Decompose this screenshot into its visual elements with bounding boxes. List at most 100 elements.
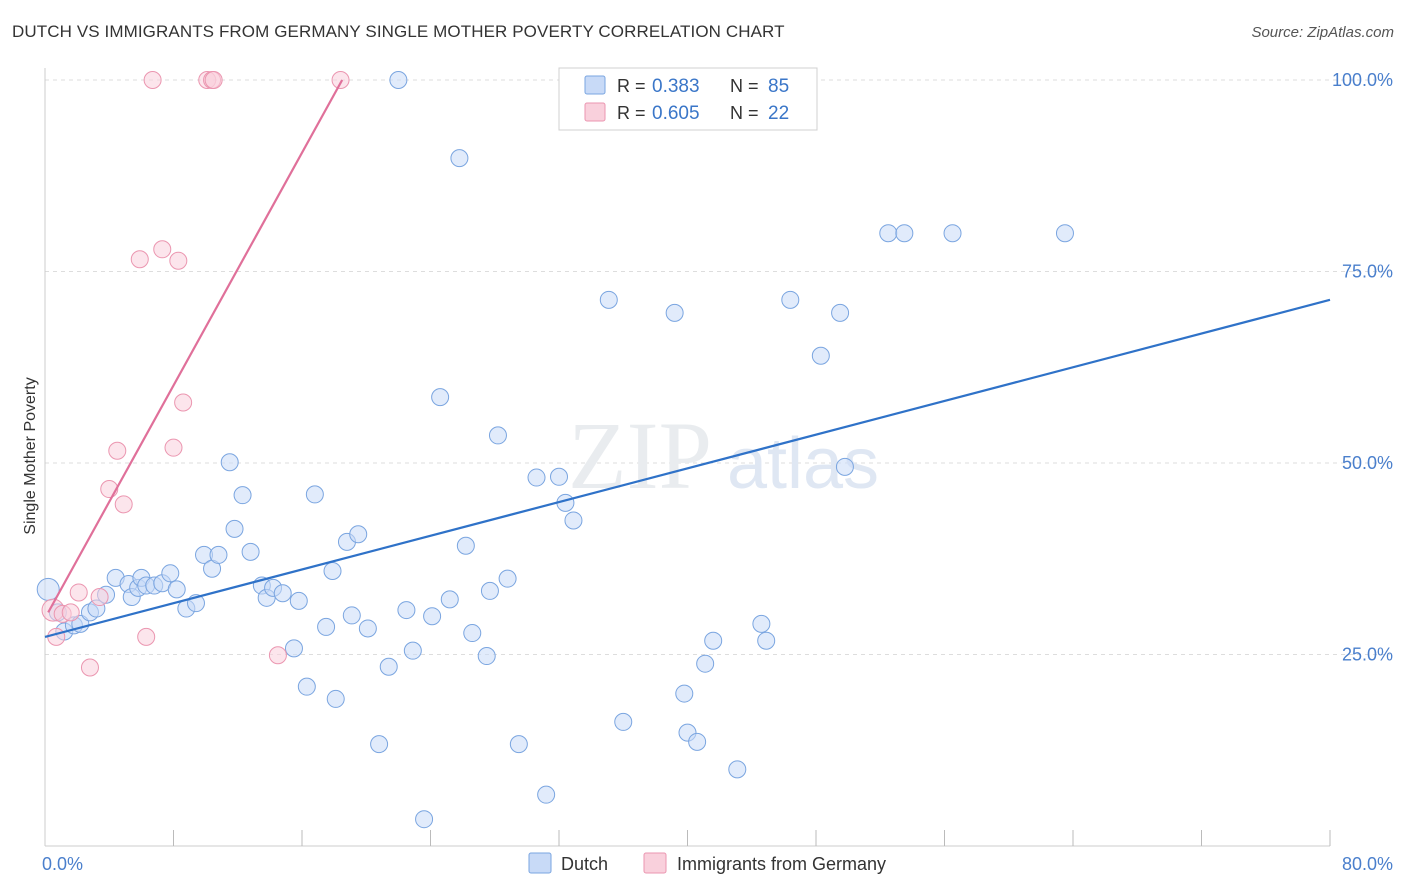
germany-point [80, 658, 99, 677]
germany-trend-line [47, 79, 344, 613]
legend-bottom-swatch-dutch [528, 852, 552, 874]
dutch-point [289, 591, 308, 610]
chart-title: DUTCH VS IMMIGRANTS FROM GERMANY SINGLE … [12, 22, 785, 41]
dutch-point [895, 224, 914, 243]
legend-bottom-label-germany: Immigrants from Germany [677, 854, 886, 874]
dutch-point [389, 71, 408, 89]
dutch-point [456, 536, 475, 555]
dutch-point [167, 580, 186, 599]
dutch-point [273, 584, 292, 603]
y-tick-label: 100.0% [1332, 70, 1393, 90]
dutch-point [665, 303, 684, 322]
x-tick-label: 0.0% [42, 854, 83, 874]
germany-point [331, 71, 350, 89]
dutch-point [440, 590, 459, 609]
dutch-point [423, 607, 442, 626]
dutch-point [450, 149, 469, 168]
grid-layer [45, 79, 1390, 655]
dutch-point [241, 542, 260, 561]
dutch-point [1055, 224, 1074, 243]
axis-layer [44, 68, 1331, 847]
dutch-point [728, 760, 747, 779]
dutch-point [879, 224, 898, 243]
germany-point [114, 495, 133, 514]
legend-top-n-label: N = [730, 76, 759, 96]
dutch-point [477, 647, 496, 666]
y-tick-label: 25.0% [1342, 645, 1393, 665]
germany-point [61, 603, 80, 622]
germany-point [174, 393, 193, 412]
dutch-point [614, 712, 633, 731]
dutch-point [161, 564, 180, 583]
dutch-point [704, 631, 723, 650]
dutch-point [537, 785, 556, 804]
legend-top-n-value: 85 [768, 76, 789, 97]
germany-point [268, 646, 287, 665]
germany-point [47, 627, 66, 646]
dutch-point [323, 562, 342, 581]
dutch-point [370, 735, 389, 754]
legend-top-n-label: N = [730, 103, 759, 123]
dutch-point [599, 290, 618, 309]
y-axis-label: Single Mother Poverty [22, 377, 39, 534]
legend-top-r-value: 0.605 [652, 103, 700, 124]
germany-point [143, 71, 162, 89]
dutch-point [431, 388, 450, 407]
watermark: ZIP atlas [568, 402, 879, 509]
legend-bottom: Dutch Immigrants from Germany [528, 852, 886, 874]
legend-bottom-label-dutch: Dutch [561, 854, 608, 874]
watermark-atlas: atlas [727, 424, 879, 504]
x-tick-label: 80.0% [1342, 854, 1393, 874]
dutch-point [220, 453, 239, 472]
dutch-point [564, 511, 583, 530]
dutch-point [326, 689, 345, 708]
y-tick-label: 50.0% [1342, 453, 1393, 473]
dutch-point [297, 677, 316, 696]
dutch-point [379, 657, 398, 676]
trend-layer [44, 79, 1331, 638]
dutch-point [225, 519, 244, 538]
legend-top-n-value: 22 [768, 103, 789, 124]
dutch-point [342, 606, 361, 625]
dutch-point [811, 346, 830, 365]
dutch-point [831, 303, 850, 322]
dutch-point [349, 525, 368, 544]
points-layer [36, 71, 1074, 829]
germany-point [153, 240, 172, 259]
labels-layer: 25.0% 50.0% 75.0% 100.0% 0.0% 80.0% [42, 70, 1393, 874]
dutch-point [527, 468, 546, 487]
dutch-point [509, 735, 528, 754]
legend-top: R = 0.383 N = 85 R = 0.605 N = 22 [558, 67, 818, 131]
germany-point [169, 251, 188, 270]
legend-top-swatch-germany [584, 102, 606, 122]
legend-top-r-label: R = [617, 103, 646, 123]
dutch-point [488, 426, 507, 445]
dutch-point [498, 569, 517, 588]
dutch-point [757, 631, 776, 650]
legend-bottom-swatch-germany [643, 852, 667, 874]
legend-top-r-label: R = [617, 76, 646, 96]
germany-point [130, 250, 149, 269]
germany-point [137, 627, 156, 646]
dutch-point [415, 810, 434, 829]
dutch-point [284, 639, 303, 658]
dutch-point [696, 654, 715, 673]
dutch-point [688, 732, 707, 751]
dutch-point [397, 601, 416, 620]
dutch-point [233, 486, 252, 505]
germany-point [204, 71, 223, 89]
dutch-point [358, 619, 377, 638]
germany-point [90, 588, 109, 607]
dutch-point [835, 457, 854, 476]
source-label: Source: ZipAtlas.com [1251, 24, 1394, 41]
germany-point [69, 583, 88, 602]
dutch-point [550, 467, 568, 486]
dutch-point [781, 290, 800, 309]
dutch-point [317, 617, 336, 636]
y-tick-label: 75.0% [1342, 262, 1393, 282]
dutch-point [305, 485, 324, 504]
dutch-point [675, 684, 694, 703]
dutch-point [209, 545, 228, 564]
germany-point [164, 438, 183, 457]
